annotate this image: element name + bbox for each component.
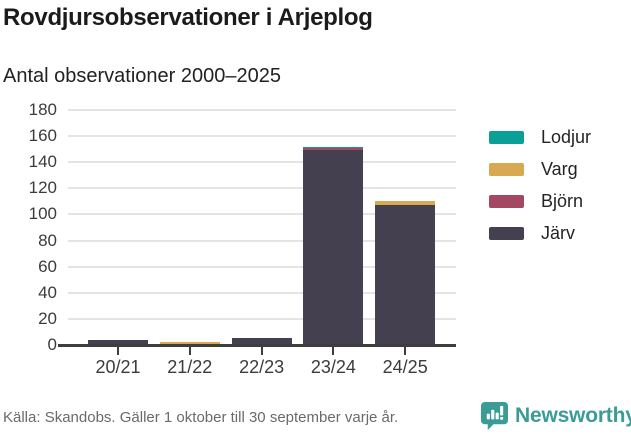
legend-label-björn: Björn xyxy=(541,190,584,211)
source-note: Källa: Skandobs. Gäller 1 oktober till 3… xyxy=(3,409,399,426)
segment-varg xyxy=(375,201,436,206)
y-tick-label-120: 120 xyxy=(28,178,57,198)
gridline-100 xyxy=(68,213,456,216)
gridline-40 xyxy=(68,291,456,294)
legend-label-varg: Varg xyxy=(541,158,578,179)
y-tick-label-40: 40 xyxy=(38,282,57,302)
legend-swatch-varg xyxy=(489,162,524,176)
legend-item-varg: Varg xyxy=(489,153,591,185)
x-tick xyxy=(260,346,263,355)
gridline-120 xyxy=(68,187,456,190)
gridline-20 xyxy=(68,317,456,320)
segment-järv xyxy=(88,339,148,345)
legend-swatch-järv xyxy=(489,226,524,240)
legend-label-järv: Järv xyxy=(541,222,576,243)
x-tick-label-23-24: 23/24 xyxy=(310,357,356,377)
y-tick-label-80: 80 xyxy=(38,230,57,250)
segment-järv xyxy=(375,205,436,345)
segment-järv xyxy=(231,338,292,345)
plot-area xyxy=(58,109,456,347)
x-tick-label-21-22: 21/22 xyxy=(167,357,213,377)
segment-björn xyxy=(303,147,364,151)
legend-label-lodjur: Lodjur xyxy=(541,126,592,147)
legend-swatch-björn xyxy=(489,194,524,208)
bar-24-25 xyxy=(375,201,436,345)
x-tick-label-22-23: 22/23 xyxy=(239,357,285,377)
gridline-80 xyxy=(68,239,456,242)
legend-item-järv: Järv xyxy=(489,217,591,249)
segment-lodjur xyxy=(303,146,364,148)
newsworthy-wordmark: Newsworthy xyxy=(515,403,631,427)
x-tick-label-20-21: 20/21 xyxy=(95,357,141,377)
y-axis-labels: 0 20 40 60 80 100 120 140 160 180 xyxy=(0,100,57,354)
x-tick xyxy=(332,346,335,355)
segment-järv xyxy=(303,150,364,345)
chart-title: Rovdjursobservationer i Arjeplog xyxy=(3,4,373,31)
gridline-160 xyxy=(68,135,456,138)
y-tick-label-0: 0 xyxy=(47,335,57,354)
legend-swatch-lodjur xyxy=(489,130,524,144)
legend: Lodjur Varg Björn Järv xyxy=(489,121,591,249)
y-tick-label-20: 20 xyxy=(38,308,57,328)
x-tick xyxy=(188,346,191,355)
newsworthy-icon xyxy=(480,401,509,430)
newsworthy-logo: Newsworthy xyxy=(480,401,631,430)
x-tick-label-24-25: 24/25 xyxy=(382,357,428,377)
gridline-180 xyxy=(68,109,456,111)
bar-20-21 xyxy=(88,339,148,345)
gridline-60 xyxy=(68,265,456,268)
bar-23-24 xyxy=(303,146,364,345)
x-tick xyxy=(117,346,119,355)
x-tick xyxy=(404,346,407,355)
y-tick-label-160: 160 xyxy=(28,126,57,146)
x-axis-line xyxy=(58,344,456,347)
y-tick-label-100: 100 xyxy=(28,204,57,224)
segment-varg xyxy=(159,342,220,344)
y-tick-label-140: 140 xyxy=(28,152,57,172)
gridline-140 xyxy=(68,161,456,164)
legend-item-björn: Björn xyxy=(489,185,591,217)
y-tick-label-60: 60 xyxy=(38,256,57,276)
bar-22-23 xyxy=(231,338,292,345)
chart-subtitle: Antal observationer 2000–2025 xyxy=(3,65,281,87)
y-tick-label-180: 180 xyxy=(28,100,57,119)
legend-item-lodjur: Lodjur xyxy=(489,121,591,153)
